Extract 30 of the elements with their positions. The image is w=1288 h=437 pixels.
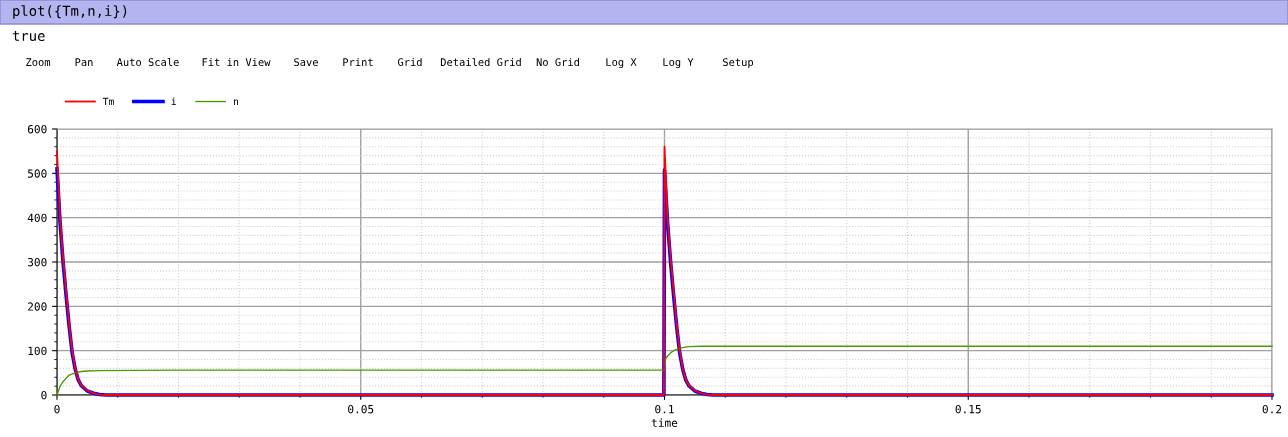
text: Save	[294, 58, 318, 67]
text: Pan	[75, 58, 93, 67]
text: No Grid	[536, 57, 579, 67]
text: Print	[343, 57, 373, 66]
text: Grid	[397, 57, 422, 67]
text: Setup	[723, 58, 754, 69]
legend-label: i	[171, 97, 176, 105]
y-tick-label: 300	[27, 258, 47, 267]
x-axis-title: time	[651, 418, 678, 427]
text: Log Y	[663, 58, 694, 69]
legend-label: n	[233, 99, 239, 105]
y-tick-label: 0	[41, 391, 47, 400]
text: Auto Scale	[116, 57, 179, 67]
y-tick-label: 200	[28, 302, 47, 311]
y-tick-label: 100	[28, 346, 47, 356]
y-tick-label: 400	[27, 213, 47, 223]
text: Zoom	[26, 58, 51, 67]
x-tick-label: 0.2	[1262, 404, 1282, 414]
text: Detailed Grid	[440, 57, 521, 67]
text: Fit in View	[202, 57, 271, 67]
text: true	[12, 31, 45, 42]
x-tick-label: 0.15	[955, 404, 981, 414]
text: plot({Tm,n,i})	[13, 5, 127, 19]
x-tick-label: 0.05	[348, 404, 374, 414]
x-tick-label: 0	[54, 404, 60, 414]
text: Log X	[606, 58, 637, 69]
x-tick-label: 0.1	[655, 404, 674, 414]
legend-label: Tm	[102, 97, 114, 105]
y-tick-label: 600	[27, 125, 47, 134]
y-tick-label: 500	[27, 169, 47, 178]
